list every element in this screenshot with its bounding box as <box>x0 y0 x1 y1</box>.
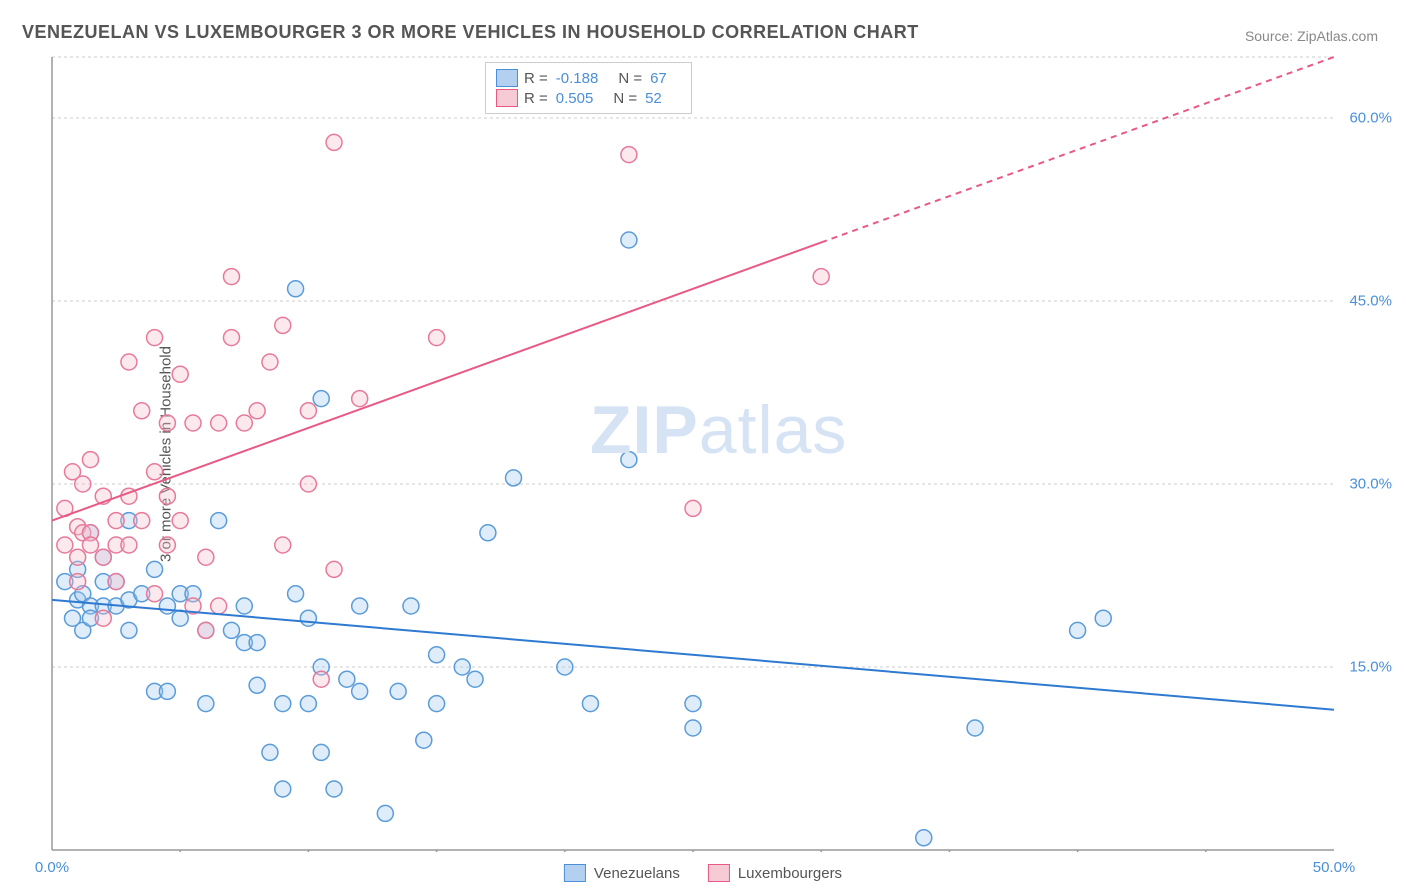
r-value: -0.188 <box>556 70 599 87</box>
legend-swatch <box>496 69 518 87</box>
y-tick-label: 60.0% <box>1349 110 1392 127</box>
r-value: 0.505 <box>556 90 594 107</box>
y-tick-label: 15.0% <box>1349 659 1392 676</box>
legend-item: Luxembourgers <box>708 864 842 882</box>
x-tick-label: 0.0% <box>35 859 69 876</box>
y-tick-label: 30.0% <box>1349 476 1392 493</box>
scatter-plot <box>50 55 1336 852</box>
r-label: R = <box>524 70 548 87</box>
n-label: N = <box>618 70 642 87</box>
n-value: 67 <box>650 70 667 87</box>
stats-box: R = -0.188 N = 67 R = 0.505 N = 52 <box>485 62 692 114</box>
chart-area: 3 or more Vehicles in Household R = -0.1… <box>50 55 1336 852</box>
r-label: R = <box>524 90 548 107</box>
n-value: 52 <box>645 90 662 107</box>
x-tick-label: 50.0% <box>1313 859 1356 876</box>
stats-row: R = 0.505 N = 52 <box>496 89 681 107</box>
legend-label: Venezuelans <box>594 865 680 882</box>
legend-label: Luxembourgers <box>738 865 842 882</box>
y-tick-label: 45.0% <box>1349 293 1392 310</box>
chart-title: VENEZUELAN VS LUXEMBOURGER 3 OR MORE VEH… <box>22 22 919 43</box>
legend-item: Venezuelans <box>564 864 680 882</box>
source-label: Source: ZipAtlas.com <box>1245 28 1378 44</box>
stats-row: R = -0.188 N = 67 <box>496 69 681 87</box>
legend-swatch <box>708 864 730 882</box>
legend-swatch <box>564 864 586 882</box>
bottom-legend: Venezuelans Luxembourgers <box>564 864 842 882</box>
n-label: N = <box>613 90 637 107</box>
legend-swatch <box>496 89 518 107</box>
